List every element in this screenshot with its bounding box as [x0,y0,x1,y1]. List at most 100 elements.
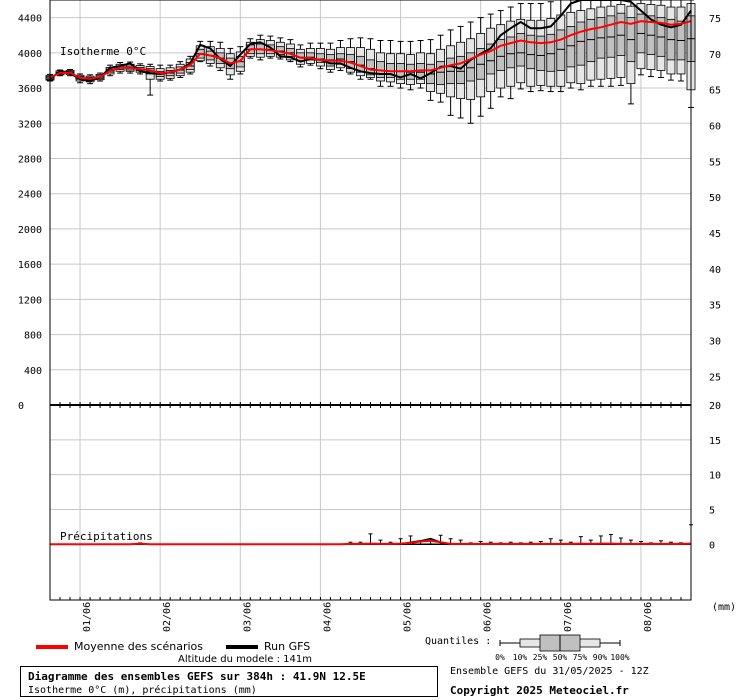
y-tick-label-right: 55 [709,157,721,168]
box-25-75 [586,18,596,63]
ensemble-box [326,42,335,73]
precip-tick-label: 10 [709,471,721,482]
run-info: Ensemble GEFS du 31/05/2025 - 12Z [450,666,649,677]
y-tick-label-right: 70 [709,50,721,61]
x-tick-label: 06/06 [483,602,494,632]
lower-frame [49,404,692,601]
ensemble-box [406,40,415,91]
y-tick-label-left: 4000 [18,49,42,60]
x-tick-label: 01/06 [82,602,93,632]
box-25-75 [526,34,536,70]
ensemble-box [205,40,215,67]
ensemble-box [566,0,576,89]
quantile-legend: 0% 10% 25% 50% 75% 90% 100% [495,634,630,662]
y-tick-label-left: 1600 [18,260,42,271]
x-tick-label: 08/06 [643,602,654,632]
box-25-75 [466,52,476,82]
y-tick-label-left: 2800 [18,154,42,165]
ensemble-box [526,3,536,93]
quantile-tick-label: 75% [573,653,588,662]
ensemble-box [476,17,486,117]
box-25-75 [616,12,626,56]
ensemble-box [596,0,606,87]
grid [50,0,691,600]
quantile-tick-label: 10% [513,653,528,662]
precip-tick-label: 20 [709,401,721,412]
x-tick-label: 05/06 [403,602,414,632]
ensemble-box [536,3,546,92]
precip-label: Précipitations [60,530,153,543]
y-tick-label-left: 400 [24,366,42,377]
quantile-tick-label: 25% [533,653,548,662]
lower-left-label: 0 [18,401,24,412]
y-tick-label-left: 800 [24,331,42,342]
x-tick-label: 04/06 [322,602,333,632]
run-gfs-line [49,0,692,83]
ensemble-box [646,0,656,78]
quantile-tick-label: 100% [610,653,629,662]
footer-box [20,666,438,697]
x-tick-label: 03/06 [242,602,253,632]
mean-swatch [36,645,68,649]
precip-tick-label: 15 [709,436,721,447]
ensemble-box [606,0,616,87]
ensemble-box [496,10,506,98]
ensemble-box [456,25,466,119]
box-25-75 [506,36,516,69]
legend-mean: Moyenne des scénarios [36,640,203,653]
quantile-tick-label: 90% [593,653,608,662]
y-tick-label-left: 2000 [18,225,42,236]
axes: 4008001200160020002400280032003600400044… [18,0,736,632]
box-25-75 [456,55,466,85]
ensemble-box [576,0,586,91]
box-25-75 [316,53,325,63]
box-25-75 [536,35,546,71]
ensemble-box [396,40,405,89]
ensemble-box [586,0,596,87]
y-tick-label-right: 35 [709,301,721,312]
box-25-75 [556,29,566,71]
y-tick-label-right: 25 [709,372,721,383]
ensemble-box [486,13,496,109]
y-tick-label-right: 40 [709,265,721,276]
ensemble-box [636,0,646,76]
box-25-75 [486,43,496,75]
box-25-75 [516,33,526,67]
y-tick-label-right: 50 [709,193,721,204]
quantiles-label: Quantiles : [425,636,492,647]
y-tick-label-right: 60 [709,121,721,132]
y-tick-label-left: 2400 [18,190,42,201]
ensemble-box [145,63,155,96]
quantile-tick-label: 0% [495,653,505,662]
precip-tick-label: 0 [709,540,715,551]
ensemble-box [656,0,666,78]
y-tick-label-left: 3600 [18,84,42,95]
ensemble-box [516,3,526,90]
quantile-tick-label: 50% [553,653,568,662]
footer-title: Diagramme des ensembles GEFS sur 384h : … [28,670,366,683]
ensemble-box [616,0,626,86]
ensemble-box [446,29,456,116]
unit-label: (mm) [712,602,736,613]
ensemble-box [416,40,425,89]
ensemble-box [546,1,556,93]
y-tick-label-left: 4400 [18,14,42,25]
box-25-75 [566,26,576,68]
legend-mean-label: Moyenne des scénarios [74,640,203,653]
y-tick-label-right: 65 [709,86,721,97]
precip-tick-label: 5 [709,505,715,516]
ensemble-box [506,6,516,100]
y-tick-label-right: 75 [709,14,721,25]
legend-run-label: Run GFS [264,640,311,653]
upper-panel: Isotherme 0°C [45,0,696,124]
box-25-75 [546,33,556,72]
ensemble-box [386,40,395,87]
footer-subtitle: Isotherme 0°C (m), précipitations (mm) [28,685,257,696]
y-tick-label-right: 30 [709,336,721,347]
ensemble-box [376,40,385,87]
mean-line [49,20,692,80]
x-tick-label: 07/06 [563,602,574,632]
x-tick-label: 02/06 [162,602,173,632]
ensemble-box [306,42,315,66]
